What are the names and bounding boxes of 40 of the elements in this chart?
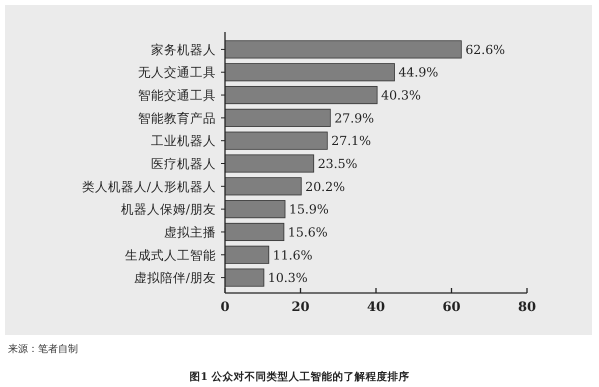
data-label: 15.6% [288, 224, 328, 240]
bar [224, 177, 302, 196]
data-label: 15.9% [289, 202, 329, 217]
x-tick-label: 40 [366, 300, 386, 315]
y-tick-label: 工业机器人 [151, 133, 216, 148]
data-label: 27.9% [334, 110, 374, 126]
bar [224, 40, 462, 58]
x-tick-label: 20 [291, 300, 310, 315]
data-label: 27.1% [331, 133, 372, 148]
y-tick-label: 机器人保姆/朋友 [120, 202, 216, 217]
x-tick-label: 80 [518, 300, 536, 315]
data-label: 10.3% [268, 270, 308, 286]
y-tick-label: 类人机器人/人形机器人 [82, 178, 216, 194]
y-tick-label: 智能交通工具 [138, 88, 216, 103]
data-label: 11.6% [272, 247, 313, 262]
source-note: 来源：笔者自制 [8, 343, 78, 355]
bar [224, 268, 264, 287]
bar [224, 154, 314, 173]
y-tick-label: 生成式人工智能 [125, 247, 216, 262]
bar [224, 86, 378, 104]
data-label: 40.3% [381, 88, 421, 103]
y-tick-label: 家务机器人 [151, 42, 216, 57]
x-tick-label: 0 [220, 300, 230, 315]
bar [224, 246, 270, 264]
bar [224, 63, 395, 82]
y-tick-label: 虚拟陪伴/朋友 [134, 270, 216, 286]
data-label: 20.2% [305, 178, 346, 194]
bar [224, 132, 328, 150]
data-label: 23.5% [318, 156, 358, 171]
y-tick-label: 虚拟主播 [164, 224, 216, 240]
bar [224, 200, 286, 218]
bar [224, 108, 331, 127]
y-tick-label: 智能教育产品 [138, 110, 216, 126]
x-tick-label: 60 [442, 300, 461, 315]
text: 图1 公众对不同类型人工智能的了解程度排序 [190, 370, 410, 383]
data-label: 62.6% [465, 42, 506, 57]
y-tick-label: 医疗机器人 [151, 156, 216, 171]
data-label: 44.9% [398, 64, 438, 80]
bar [224, 222, 284, 242]
y-tick-label: 无人交通工具 [138, 64, 216, 80]
